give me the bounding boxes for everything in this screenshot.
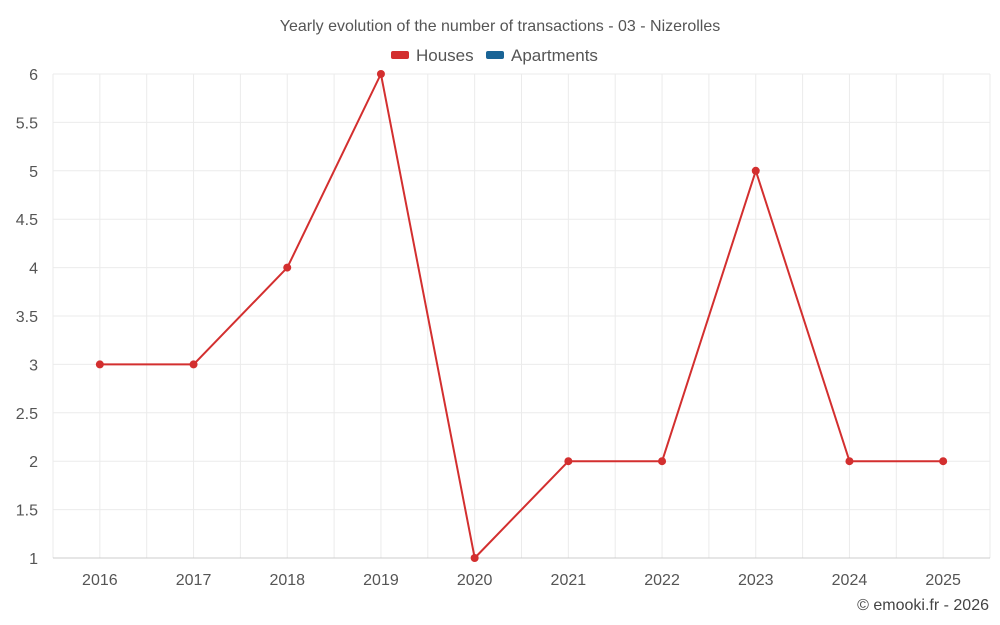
data-point-houses-2021[interactable] — [564, 457, 573, 466]
legend-swatch-houses — [391, 51, 409, 59]
y-tick-label: 4.5 — [16, 212, 38, 229]
data-point-houses-2020[interactable] — [470, 554, 479, 562]
data-point-houses-2024[interactable] — [845, 457, 854, 466]
y-tick-label: 2 — [29, 454, 38, 471]
legend-label-houses: Houses — [416, 46, 474, 65]
y-axis-ticks: 1 1.5 2 2.5 3 3.5 4 4.5 5 5.5 6 — [16, 67, 38, 568]
y-tick-label: 6 — [29, 67, 38, 84]
data-point-houses-2017[interactable] — [189, 360, 198, 369]
y-tick-label: 2.5 — [16, 406, 38, 423]
x-tick-label: 2020 — [457, 572, 493, 589]
x-tick-label: 2022 — [644, 572, 680, 589]
x-tick-label: 2021 — [551, 572, 587, 589]
y-tick-label: 3.5 — [16, 309, 38, 326]
data-point-houses-2016[interactable] — [95, 360, 104, 369]
y-tick-label: 4 — [29, 261, 38, 278]
credit: © emooki.fr - 2026 — [857, 597, 989, 614]
y-tick-label: 1 — [29, 551, 38, 568]
data-point-houses-2022[interactable] — [658, 457, 667, 466]
y-tick-label: 5.5 — [16, 115, 38, 132]
legend: Houses Apartments — [391, 46, 598, 65]
data-point-houses-2018[interactable] — [283, 263, 292, 272]
series-layer — [95, 70, 948, 562]
grid — [52, 73, 991, 558]
y-tick-label: 1.5 — [16, 503, 38, 520]
x-axis-ticks: 2016 2017 2018 2019 2020 2021 2022 2023 2024 2025 — [82, 572, 961, 589]
series-line-houses — [99, 73, 944, 559]
data-point-houses-2019[interactable] — [376, 70, 385, 78]
legend-swatch-apartments — [486, 51, 504, 59]
x-tick-label: 2016 — [82, 572, 118, 589]
data-point-houses-2025[interactable] — [939, 457, 948, 466]
chart-title: Yearly evolution of the number of transa… — [280, 18, 721, 35]
y-tick-label: 3 — [29, 357, 38, 374]
legend-label-apartments: Apartments — [511, 46, 598, 65]
x-tick-label: 2024 — [832, 572, 868, 589]
x-tick-label: 2025 — [925, 572, 961, 589]
legend-item-apartments[interactable]: Apartments — [486, 46, 598, 65]
legend-item-houses[interactable]: Houses — [391, 46, 474, 65]
data-point-houses-2023[interactable] — [751, 166, 760, 175]
x-tick-label: 2023 — [738, 572, 774, 589]
x-tick-label: 2019 — [363, 572, 399, 589]
x-tick-label: 2017 — [176, 572, 212, 589]
x-tick-label: 2018 — [269, 572, 305, 589]
y-tick-label: 5 — [29, 164, 38, 181]
